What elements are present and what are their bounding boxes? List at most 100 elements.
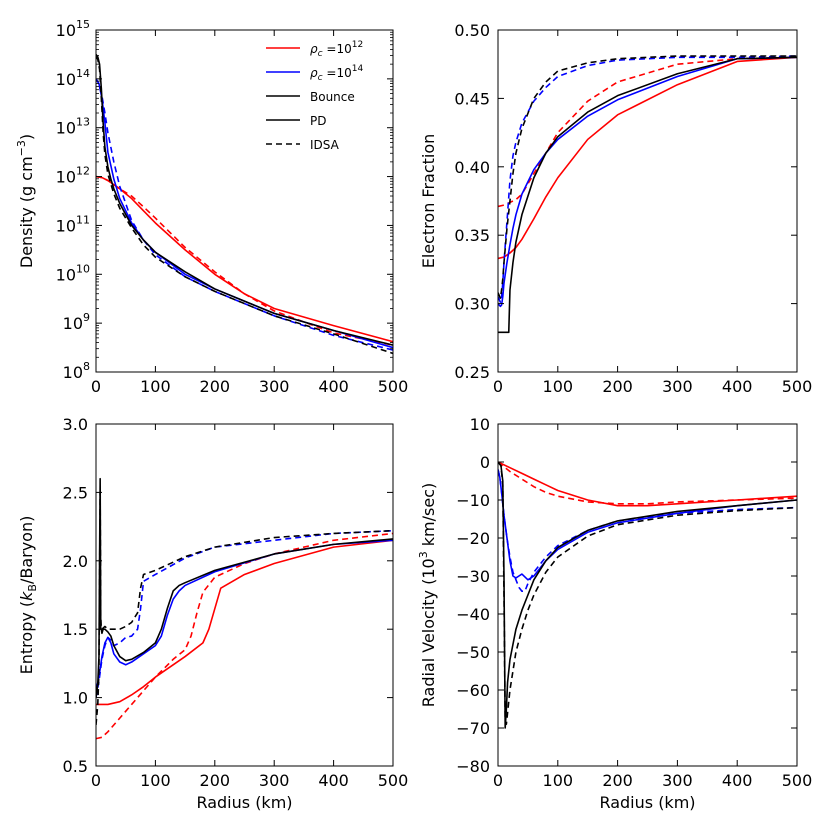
- series-group: [96, 53, 393, 355]
- series-line-entropy-2: [96, 539, 393, 691]
- series-line-density-0: [96, 175, 393, 343]
- series-group: [498, 461, 797, 729]
- y-tick-label: 109: [63, 311, 90, 333]
- plot-frame: [497, 29, 798, 373]
- plot-frame: [497, 423, 798, 767]
- x-tick-label: 100: [140, 771, 171, 790]
- legend-label-2: Bounce: [310, 90, 355, 104]
- y-tick-label: 3.0: [63, 415, 88, 434]
- y-tick-label: −20: [456, 529, 490, 548]
- y-tick-label: −10: [456, 491, 490, 510]
- x-tick-label: 100: [543, 771, 574, 790]
- plot-frame: [95, 423, 394, 767]
- series-line-entropy-3: [96, 529, 393, 698]
- series-line-density-4: [96, 53, 393, 346]
- y-tick-label: 0.50: [454, 21, 490, 40]
- panel-entropy: 0 100 200 300 400 500 0.5 1.0 1.5 2.0 2.5 3.0 Radius…: [17, 415, 408, 812]
- x-tick-label: 400: [318, 771, 349, 790]
- y-tick-label: −30: [456, 567, 490, 586]
- series-line-velocity-1: [498, 461, 797, 505]
- x-tick-label: 200: [602, 771, 633, 790]
- y-tick-label: −40: [456, 605, 490, 624]
- legend-label-4: IDSA: [310, 138, 340, 152]
- y-tick-label: 0.40: [454, 158, 490, 177]
- y-tick-label: 1015: [56, 18, 90, 40]
- y-tick-label: 1014: [56, 67, 90, 89]
- x-tick-label: 0: [493, 377, 503, 396]
- x-tick-label: 400: [722, 377, 753, 396]
- series-line-density-3: [96, 78, 393, 351]
- series-line-velocity-2: [498, 469, 797, 581]
- series-line-entropy-0: [96, 539, 393, 706]
- series-line-velocity-3: [498, 469, 797, 593]
- y-tick-label: 1011: [56, 213, 90, 235]
- x-tick-label: 500: [782, 377, 813, 396]
- y-axis-label: Electron Fraction: [419, 134, 438, 269]
- series-group: [498, 55, 797, 334]
- x-tick-label: 500: [378, 377, 409, 396]
- series-line-entropy-4: [96, 477, 393, 698]
- y-tick-label: 1013: [56, 116, 90, 138]
- series-line-ye-0: [498, 56, 797, 260]
- y-tick-label: 0.5: [63, 757, 88, 776]
- x-tick-label: 300: [259, 377, 290, 396]
- series-group: [96, 477, 393, 740]
- x-tick-label: 500: [782, 771, 813, 790]
- y-tick-label: 10: [470, 415, 490, 434]
- y-tick-label: 2.0: [63, 552, 88, 571]
- series-line-density-1: [96, 175, 393, 346]
- x-tick-label: 200: [200, 377, 231, 396]
- y-tick-label: 1010: [56, 262, 90, 284]
- y-tick-label: 1012: [56, 165, 90, 187]
- series-line-ye-5: [498, 55, 797, 299]
- series-line-density-2: [96, 78, 393, 349]
- series-line-ye-4: [498, 56, 797, 334]
- x-tick-label: 0: [91, 771, 101, 790]
- y-tick-label: 0.35: [454, 226, 490, 245]
- y-tick-label: 1.5: [63, 620, 88, 639]
- y-axis-label: Entropy (kB/Baryon): [17, 516, 39, 675]
- series-line-velocity-5: [498, 461, 797, 726]
- panel-ye: 0 100 200 300 400 500 0.25 0.30 0.35 0.40 0.45 0.50…: [419, 21, 812, 396]
- panel-density: 0 100 200 300 400 500 108 109 1010 1011 1012 1013 10…: [15, 18, 408, 396]
- y-tick-label: 0.25: [454, 363, 490, 382]
- y-tick-label: −80: [456, 757, 490, 776]
- x-tick-label: 400: [722, 771, 753, 790]
- x-tick-label: 300: [259, 771, 290, 790]
- legend-label-3: PD: [310, 114, 326, 128]
- x-tick-label: 200: [200, 771, 231, 790]
- x-tick-label: 400: [318, 377, 349, 396]
- series-line-ye-2: [498, 56, 797, 308]
- y-tick-label: −50: [456, 643, 490, 662]
- series-line-velocity-0: [498, 461, 797, 507]
- panel-velocity: 0 100 200 300 400 500−80−70−60−50−40−30−20−10…: [417, 415, 812, 812]
- y-tick-label: −60: [456, 681, 490, 700]
- y-tick-label: 2.5: [63, 483, 88, 502]
- legend: ρc =1012 ρc =1014 Bounce PD IDSA: [266, 40, 363, 152]
- x-tick-label: 100: [543, 377, 574, 396]
- series-line-velocity-4: [498, 461, 797, 729]
- x-tick-label: 100: [140, 377, 171, 396]
- plot-frame: [95, 29, 394, 373]
- y-axis-label: Density (g cm−3): [15, 134, 36, 268]
- series-line-density-5: [96, 56, 393, 355]
- y-tick-label: 1.0: [63, 689, 88, 708]
- x-axis-label: Radius (km): [196, 793, 292, 812]
- x-axis-label: Radius (km): [599, 793, 695, 812]
- y-tick-label: 108: [63, 360, 90, 382]
- legend-label-0: ρc =1012: [310, 40, 363, 59]
- series-line-entropy-1: [96, 532, 393, 740]
- series-line-entropy-5: [96, 491, 393, 726]
- series-line-ye-3: [498, 55, 797, 304]
- legend-label-1: ρc =1014: [310, 64, 363, 83]
- y-tick-label: 0.45: [454, 89, 490, 108]
- x-tick-label: 0: [493, 771, 503, 790]
- y-axis-label: Radial Velocity (103 km/sec): [417, 483, 438, 708]
- y-tick-label: 0: [480, 453, 490, 472]
- x-tick-label: 500: [378, 771, 409, 790]
- x-tick-label: 200: [602, 377, 633, 396]
- series-line-ye-1: [498, 56, 797, 208]
- x-tick-label: 0: [91, 377, 101, 396]
- x-tick-label: 300: [662, 771, 693, 790]
